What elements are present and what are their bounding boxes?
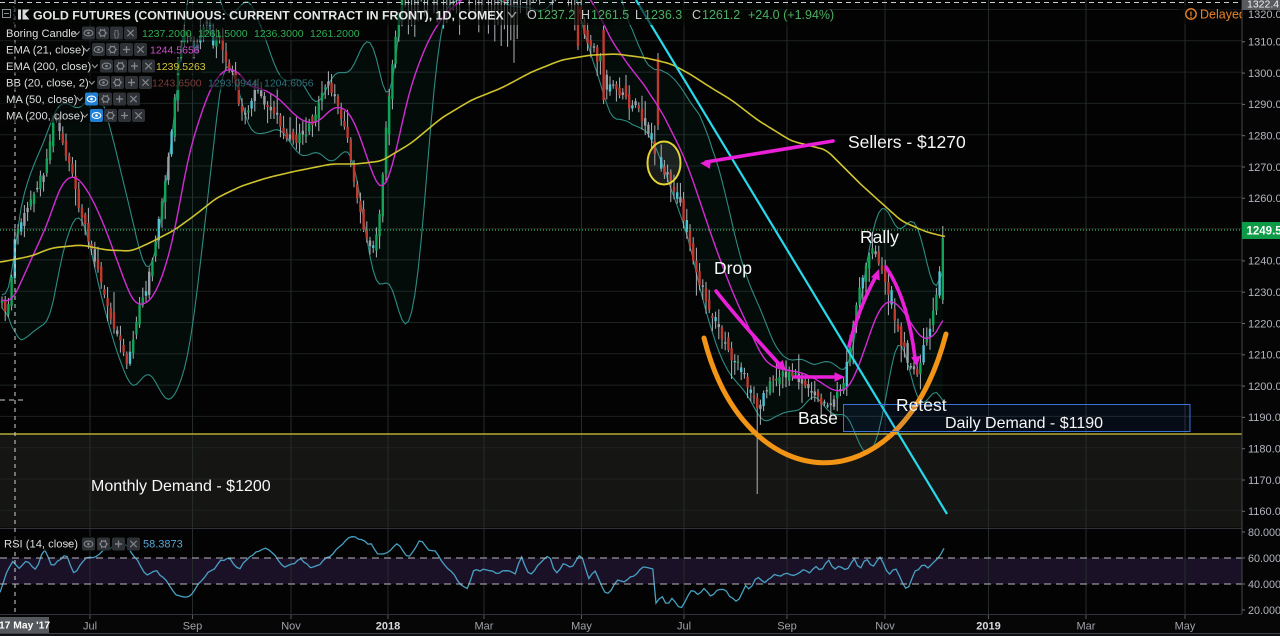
svg-text:1244.5656: 1244.5656 [150,45,200,57]
svg-text:80.0000: 80.0000 [1248,527,1280,539]
svg-text:1170.0: 1170.0 [1248,475,1280,487]
svg-text:1236.3000: 1236.3000 [254,28,304,40]
svg-text:MA (200, close): MA (200, close) [6,111,84,123]
svg-text:1204.6056: 1204.6056 [264,78,314,90]
svg-text:Delayed: Delayed [1200,8,1246,22]
svg-text:Drop: Drop [714,258,752,278]
svg-text:!: ! [1189,10,1192,21]
svg-text:RSI (14, close): RSI (14, close) [4,539,78,551]
svg-text:1270.0: 1270.0 [1248,162,1280,174]
svg-text:1260.0: 1260.0 [1248,193,1280,205]
svg-text:Mar: Mar [1077,621,1096,633]
svg-text:58.3873: 58.3873 [143,539,183,551]
svg-text:1237.2000: 1237.2000 [142,28,192,40]
svg-text:H: H [581,8,590,22]
svg-text:1239.5263: 1239.5263 [156,61,206,73]
svg-text:O: O [527,8,537,22]
svg-text:C: C [692,8,701,22]
svg-text:1300.0: 1300.0 [1248,68,1280,80]
svg-text:1220.0: 1220.0 [1248,318,1280,330]
svg-text:17 May '17: 17 May '17 [0,621,50,632]
svg-text:1293.0944: 1293.0944 [208,78,258,90]
svg-text:1310.0: 1310.0 [1248,37,1280,49]
svg-text:Mar: Mar [475,621,494,633]
svg-text:Base: Base [798,408,838,428]
svg-text:EMA (21, close): EMA (21, close) [6,45,85,57]
svg-text:1261.5000: 1261.5000 [198,28,248,40]
svg-text:{}: {} [113,29,119,39]
svg-text:BB (20, close, 2): BB (20, close, 2) [6,78,89,90]
svg-text:L: L [635,8,642,22]
svg-text:Sellers - $1270: Sellers - $1270 [848,132,966,152]
svg-text:Jul: Jul [83,621,97,633]
svg-text:Daily Demand - $1190: Daily Demand - $1190 [945,415,1103,432]
svg-text:1240.0: 1240.0 [1248,256,1280,268]
svg-text:1322.4: 1322.4 [1247,0,1279,11]
svg-text:1320.0: 1320.0 [1248,9,1280,21]
svg-text:1290.0: 1290.0 [1248,99,1280,111]
svg-text:Jul: Jul [677,621,691,633]
svg-text:2019: 2019 [976,621,1000,633]
svg-text:1243.6500: 1243.6500 [152,78,202,90]
svg-text:1237.2: 1237.2 [537,8,575,22]
svg-text:60.0000: 60.0000 [1248,553,1280,565]
svg-text:Rally: Rally [860,227,899,247]
svg-text:Boring Candle: Boring Candle [6,28,77,40]
svg-text:1236.3: 1236.3 [644,8,682,22]
svg-text:May: May [1175,621,1196,633]
svg-text:1261.5: 1261.5 [591,8,629,22]
svg-text:GOLD FUTURES (CONTINUOUS: CURR: GOLD FUTURES (CONTINUOUS: CURRENT CONTRA… [33,9,505,23]
svg-text:Nov: Nov [281,621,301,633]
svg-text:Sep: Sep [777,621,797,633]
svg-text:MA (50, close): MA (50, close) [6,94,78,106]
svg-text:1160.0: 1160.0 [1248,506,1280,518]
svg-text:May: May [571,621,592,633]
svg-text:1180.0: 1180.0 [1248,444,1280,456]
svg-text:Monthly Demand - $1200: Monthly Demand - $1200 [91,478,271,495]
svg-text:1230.0: 1230.0 [1248,287,1280,299]
svg-text:+24.0 (+1.94%): +24.0 (+1.94%) [748,8,834,22]
svg-text:1261.2000: 1261.2000 [310,28,360,40]
svg-text:2018: 2018 [376,621,400,633]
svg-text:1200.0: 1200.0 [1248,381,1280,393]
svg-text:EMA (200, close): EMA (200, close) [6,61,91,73]
svg-text:20.0000: 20.0000 [1248,605,1280,617]
svg-text:1261.2: 1261.2 [702,8,740,22]
svg-text:1249.5: 1249.5 [1247,226,1280,238]
svg-text:1190.0: 1190.0 [1248,412,1280,424]
svg-text:Sep: Sep [183,621,203,633]
svg-text:40.0000: 40.0000 [1248,579,1280,591]
svg-text:1210.0: 1210.0 [1248,350,1280,362]
svg-text:1280.0: 1280.0 [1248,131,1280,143]
svg-text:Retest: Retest [896,395,947,415]
svg-text:Nov: Nov [875,621,895,633]
